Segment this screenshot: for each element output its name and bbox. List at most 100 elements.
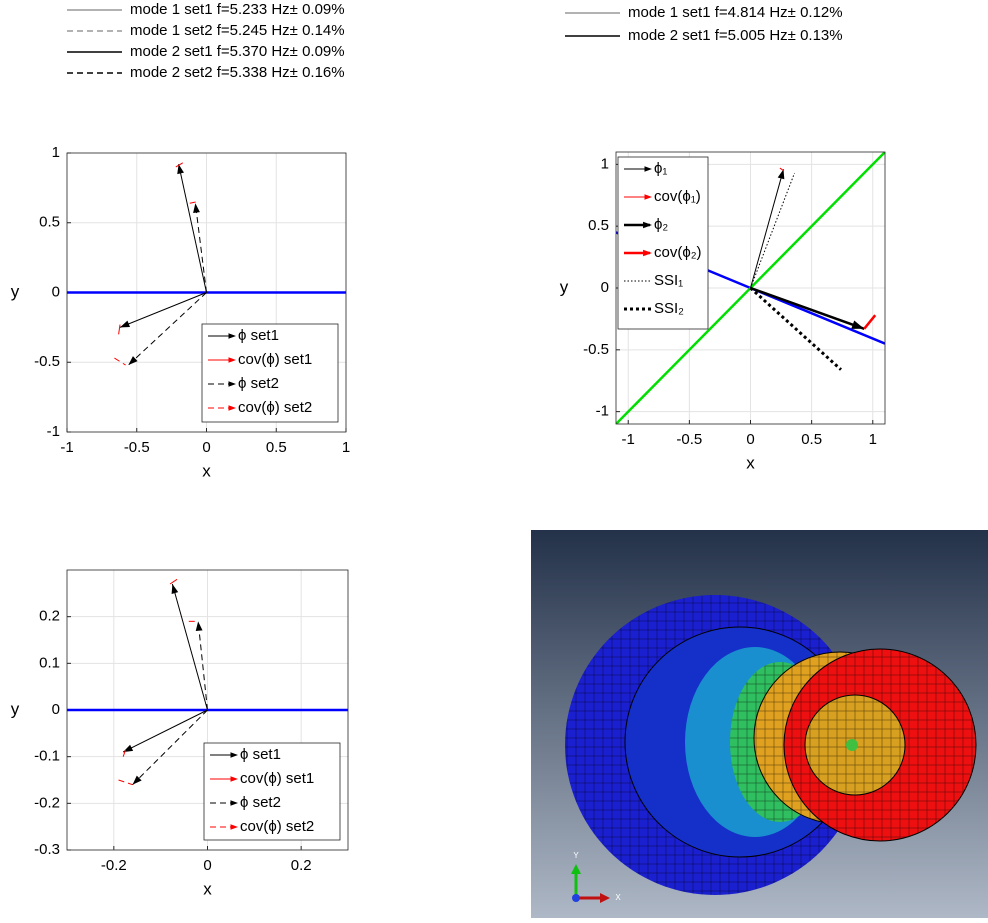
legend-label: cov(ϕ) set2 (240, 818, 314, 835)
legend-label: ϕ₁ (654, 160, 667, 177)
legend-label: cov(ϕ₁) (654, 188, 701, 205)
arrow-head (643, 221, 652, 229)
x-tick-label: -0.5 (124, 439, 150, 456)
legend-label: SSI₂ (654, 300, 684, 317)
vector (750, 286, 865, 330)
fe-model-image: Y X (531, 530, 988, 918)
y-tick-label: -0.5 (583, 341, 609, 358)
arrow-head (171, 584, 179, 594)
legend-label: cov(ϕ) set1 (240, 770, 314, 787)
vector (749, 286, 842, 371)
vector (750, 169, 784, 289)
vector (863, 314, 877, 330)
legend-label: cov(ϕ₂) (654, 244, 702, 261)
vector (779, 167, 784, 171)
chart: -0.2 0 0.2 -0.3 -0.2 -0.1 0 0.1 0.2 x y ϕ set1 cov(ϕ… (11, 569, 349, 898)
x-tick-label: 0.2 (291, 857, 312, 874)
y-tick-label: -1 (47, 423, 60, 440)
legend-label: ϕ₂ (654, 216, 668, 233)
legend-text: mode 1 set1 f=5.233 Hz± 0.09% (130, 1, 345, 18)
arrow-head (777, 169, 785, 180)
vector (171, 583, 208, 711)
legend-label: ϕ set1 (240, 746, 281, 763)
axes-frame (66, 152, 347, 433)
vector (114, 357, 126, 366)
vector (119, 292, 207, 328)
y-tick-label: -0.5 (34, 353, 60, 370)
plot-content (67, 162, 346, 366)
y-tick-label: 0.5 (588, 217, 609, 234)
vector (128, 292, 207, 366)
x-tick-label: 0 (202, 439, 210, 456)
vector (175, 162, 184, 168)
vector (169, 578, 178, 585)
axes-frame (66, 569, 349, 851)
x-tick-label: 1 (869, 431, 877, 448)
legend-text: mode 2 set1 f=5.370 Hz± 0.09% (130, 43, 345, 60)
chart: -1 -0.5 0 0.5 1 -1 -0.5 0 0.5 1 x y ϕ set1 cov(ϕ) set… (11, 144, 350, 481)
plot-content (67, 578, 348, 786)
chart: -1 -0.5 0 0.5 1 -1 -0.5 0 0.5 1 x y ϕ₁ cov(ϕ₁) ϕ₂ cov(ϕ… (560, 151, 886, 472)
x-tick-label: -0.2 (101, 857, 127, 874)
x-tick-label: 0.5 (801, 431, 822, 448)
y-tick-label: 0 (601, 279, 609, 296)
arrow-head (230, 824, 238, 830)
legend-text: mode 1 set1 f=4.814 Hz± 0.12% (628, 4, 843, 21)
axes-frame (615, 151, 886, 425)
x-tick-label: 0.5 (266, 439, 287, 456)
legend-text: mode 2 set2 f=5.338 Hz± 0.16% (130, 64, 345, 81)
legend-label: ϕ set2 (240, 794, 281, 811)
legend-label: ϕ set2 (238, 375, 279, 392)
arrow-head (228, 405, 236, 411)
x-tick-label: -1 (622, 431, 635, 448)
arrow-head (120, 320, 131, 328)
arrow-head (132, 775, 142, 785)
y-tick-label: 0 (52, 283, 60, 300)
legend-label: ϕ set1 (238, 327, 279, 344)
arrow-head (228, 381, 236, 387)
legend-label: SSI₁ (654, 272, 683, 289)
arrow-head (644, 194, 652, 200)
x-tick-label: -1 (60, 439, 73, 456)
y-tick-label: 0.1 (39, 654, 60, 671)
x-tick-label: 0 (203, 857, 211, 874)
y-tick-label: 0.5 (39, 214, 60, 231)
x-tick-label: 0 (746, 431, 754, 448)
y-axis-label: y (11, 282, 20, 301)
legend-box (617, 156, 709, 330)
vector (197, 621, 208, 711)
y-tick-label: 1 (52, 144, 60, 161)
arrow-head (195, 621, 203, 632)
y-tick-label: -0.3 (34, 841, 60, 858)
legend-text: mode 1 set2 f=5.245 Hz± 0.14% (130, 22, 345, 39)
y-axis-label: y (560, 277, 569, 296)
arrow-head (851, 320, 865, 329)
legend-label: cov(ϕ) set2 (238, 399, 312, 416)
x-tick-label: 1 (342, 439, 350, 456)
vector (118, 779, 133, 786)
y-tick-label: -1 (596, 403, 609, 420)
arrow-head (230, 800, 238, 806)
x-axis-label: x (202, 461, 211, 480)
arrow-head (230, 752, 238, 758)
x-tick-label: -0.5 (676, 431, 702, 448)
y-tick-label: 0 (52, 701, 60, 718)
x-axis-label: x (203, 879, 212, 898)
y-tick-label: -0.1 (34, 748, 60, 765)
arrow-head (644, 166, 652, 172)
arrow-head (643, 249, 652, 257)
y-tick-label: 0.2 (39, 608, 60, 625)
image-axis-label: X (615, 893, 621, 902)
vector (132, 709, 208, 786)
arrow-head (228, 357, 236, 363)
vector (178, 164, 207, 293)
arrow-head (193, 203, 200, 213)
y-tick-label: 1 (601, 155, 609, 172)
vector (122, 709, 208, 753)
y-tick-label: -0.2 (34, 794, 60, 811)
arrow-head (177, 164, 184, 175)
vector (750, 172, 795, 289)
vector (122, 749, 127, 757)
legend-label: cov(ϕ) set1 (238, 351, 312, 368)
arrow-head (230, 776, 238, 782)
